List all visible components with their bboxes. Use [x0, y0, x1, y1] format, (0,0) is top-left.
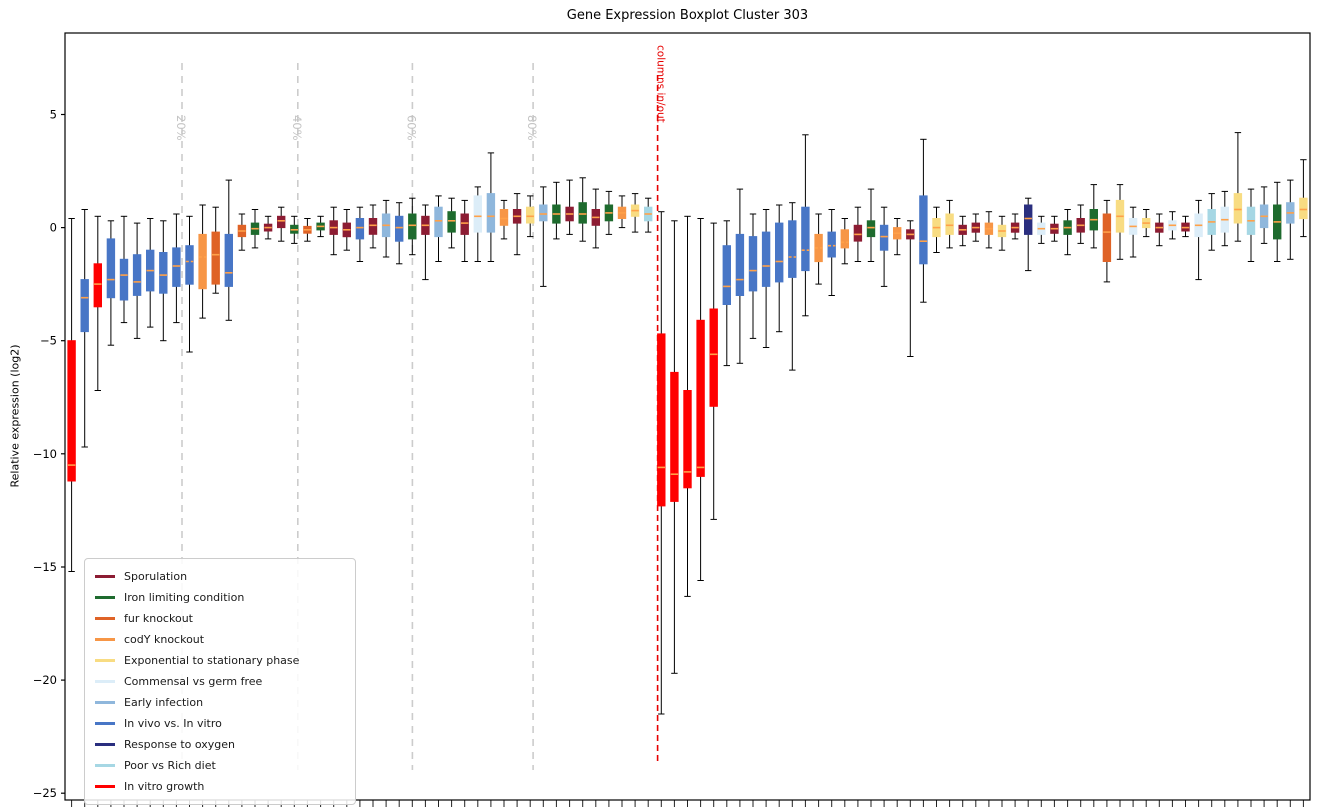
- legend-label: codY knockout: [124, 633, 205, 646]
- box: [80, 279, 89, 333]
- legend-item: In vitro growth: [95, 776, 345, 797]
- box: [277, 215, 286, 229]
- legend-swatch: [95, 701, 115, 704]
- legend-item: Exponential to stationary phase: [95, 650, 345, 671]
- legend-label: fur knockout: [124, 612, 193, 625]
- y-tick-label: −10: [33, 447, 57, 461]
- box: [539, 204, 548, 222]
- percent-gridline-label: 60%: [404, 115, 418, 141]
- legend-item: Sporulation: [95, 566, 345, 587]
- y-tick-label: −25: [33, 786, 57, 800]
- legend-swatch: [95, 722, 115, 725]
- box: [486, 193, 496, 233]
- box: [1233, 193, 1243, 224]
- box: [696, 319, 705, 477]
- box: [473, 195, 483, 233]
- axes-frame: [64, 32, 1311, 801]
- legend-swatch: [95, 785, 115, 788]
- legend-item: fur knockout: [95, 608, 345, 629]
- box: [945, 213, 954, 235]
- y-tick-label: 5: [50, 108, 57, 122]
- box: [1299, 197, 1308, 220]
- legend-item: Poor vs Rich diet: [95, 755, 345, 776]
- box: [395, 215, 404, 242]
- box: [709, 308, 718, 407]
- legend-label: Poor vs Rich diet: [124, 759, 216, 772]
- legend-swatch: [95, 764, 115, 767]
- box: [1102, 213, 1112, 262]
- legend-swatch: [95, 617, 115, 620]
- box: [722, 245, 731, 305]
- legend-label: Commensal vs germ free: [124, 675, 263, 688]
- box: [132, 254, 142, 296]
- box: [211, 231, 220, 285]
- box: [788, 220, 797, 278]
- box: [368, 218, 378, 235]
- y-tick-label: 0: [50, 221, 57, 235]
- box: [801, 206, 810, 272]
- legend-label: Early infection: [124, 696, 204, 709]
- box: [408, 213, 417, 240]
- box: [499, 209, 509, 226]
- box: [526, 206, 535, 224]
- box: [172, 247, 181, 287]
- legend-item: Iron limiting condition: [95, 587, 345, 608]
- box: [840, 229, 849, 249]
- box: [119, 258, 129, 301]
- box: [198, 233, 207, 290]
- box: [447, 211, 456, 233]
- box: [224, 233, 234, 287]
- legend-label: Exponential to stationary phase: [124, 654, 300, 667]
- box: [434, 206, 443, 238]
- box: [919, 195, 928, 265]
- box: [866, 220, 876, 238]
- box: [853, 224, 863, 242]
- legend-label: In vivo vs. In vitro: [124, 717, 222, 730]
- box: [93, 263, 102, 308]
- legend: Sporulation Iron limiting condition fur kn…: [84, 558, 356, 805]
- box: [748, 236, 758, 292]
- legend-item: Early infection: [95, 692, 345, 713]
- percent-gridline-label: 80%: [525, 115, 539, 141]
- box: [827, 231, 836, 258]
- legend-swatch: [95, 638, 115, 641]
- legend-swatch: [95, 743, 115, 746]
- box: [879, 224, 889, 251]
- box: [1024, 204, 1033, 235]
- box: [670, 371, 679, 502]
- legend-item: codY knockout: [95, 629, 345, 650]
- box: [657, 333, 666, 507]
- box: [683, 390, 692, 489]
- legend-label: In vitro growth: [124, 780, 205, 793]
- box: [355, 218, 365, 240]
- box: [106, 238, 116, 299]
- legend-swatch: [95, 659, 115, 662]
- legend-item: In vivo vs. In vitro: [95, 713, 345, 734]
- legend-swatch: [95, 575, 115, 578]
- box: [578, 202, 587, 224]
- y-tick-label: −5: [40, 334, 57, 348]
- cut-line-label: columns in/out: [655, 45, 667, 123]
- box: [775, 222, 784, 283]
- y-tick-label: −15: [33, 560, 57, 574]
- y-tick-label: −20: [33, 673, 57, 687]
- percent-gridline-label: 40%: [290, 115, 304, 141]
- legend-swatch: [95, 680, 115, 683]
- legend-label: Sporulation: [124, 570, 188, 583]
- legend-item: Commensal vs germ free: [95, 671, 345, 692]
- chart-title: Gene Expression Boxplot Cluster 303: [566, 8, 809, 23]
- legend-item: Response to oxygen: [95, 734, 345, 755]
- percent-gridline-label: 20%: [174, 115, 188, 141]
- box: [159, 252, 168, 294]
- box: [761, 231, 771, 287]
- legend-swatch: [95, 596, 115, 599]
- legend-label: Response to oxygen: [124, 738, 235, 751]
- box: [735, 233, 745, 296]
- box: [185, 245, 194, 285]
- box: [460, 213, 469, 235]
- legend-label: Iron limiting condition: [124, 591, 245, 604]
- box: [67, 340, 76, 482]
